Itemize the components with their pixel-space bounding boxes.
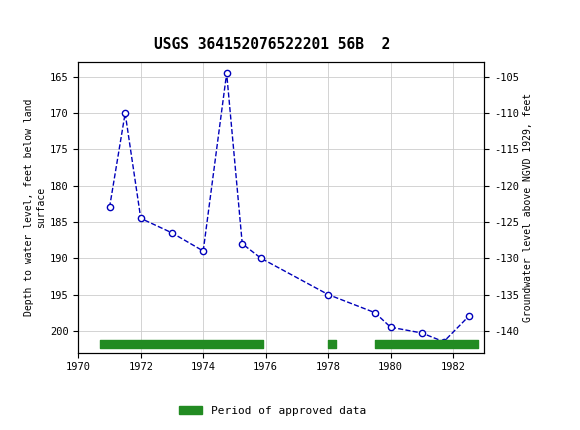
Text: ≡USGS: ≡USGS — [3, 14, 79, 31]
Text: ≡USGS: ≡USGS — [6, 14, 71, 31]
Legend: Period of approved data: Period of approved data — [175, 401, 370, 420]
Text: USGS 364152076522201 56B  2: USGS 364152076522201 56B 2 — [154, 37, 391, 52]
Y-axis label: Groundwater level above NGVD 1929, feet: Groundwater level above NGVD 1929, feet — [523, 93, 533, 322]
Y-axis label: Depth to water level, feet below land
surface: Depth to water level, feet below land su… — [24, 99, 46, 316]
FancyBboxPatch shape — [3, 3, 78, 42]
